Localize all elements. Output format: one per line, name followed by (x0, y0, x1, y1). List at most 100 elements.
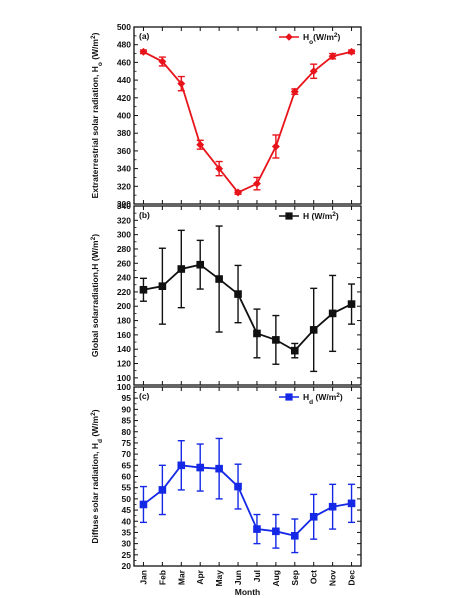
shared-x-axis: Jan Feb Mar Apr May Jun Jul Aug Sep Oct Nov Dec Mont… (138, 569, 356, 597)
data-point (177, 461, 186, 470)
y-tick-label: 45 (122, 505, 132, 515)
y-axis-label-sub: o (97, 62, 104, 66)
data-point (177, 265, 186, 273)
y-axis-label-unit: (W/m (90, 240, 100, 264)
legend-unit-sup: 2 (336, 392, 340, 399)
y-tick-label: 100 (117, 382, 131, 392)
y-tick-label: 460 (117, 57, 131, 67)
y-tick-label: 25 (122, 550, 132, 560)
y-tick-label: 280 (117, 244, 131, 254)
y-tick-label: 80 (122, 427, 132, 437)
x-tick-label: Jul (252, 570, 262, 582)
x-tick-label: Jan (138, 570, 148, 585)
x-tick-label: Aug (271, 570, 281, 587)
data-point (328, 309, 337, 318)
x-tick-label: Sep (290, 570, 300, 586)
data-point (290, 346, 299, 355)
y-tick-label: 65 (122, 460, 132, 470)
data-point (347, 499, 356, 508)
panel-global-radiation: 100 120 140 160 180 200 220 240 260 280 300 320 340 G… (90, 201, 362, 386)
legend-label: H (W/m2) (303, 211, 339, 222)
data-point (196, 260, 205, 269)
y-tick-label: 160 (117, 330, 131, 340)
y-axis-label-unit: (W/m (90, 415, 100, 439)
y-tick-label: 500 (117, 22, 131, 32)
y-axis-label-sup: 2 (90, 236, 97, 240)
y-tick-label: 35 (122, 527, 132, 537)
y-tick-label: 300 (117, 199, 131, 209)
data-point (158, 486, 167, 494)
y-axis-label-close: ) (90, 234, 100, 237)
data-point (158, 282, 167, 290)
y-tick-label: 220 (117, 287, 131, 297)
y-tick-label: 30 (122, 539, 132, 549)
x-tick-label: Oct (309, 570, 319, 584)
y-tick-label: 380 (117, 128, 131, 138)
legend-name: H (303, 392, 309, 402)
data-point (253, 329, 261, 338)
data-point (196, 140, 205, 149)
y-tick-label: 320 (117, 215, 131, 225)
y-tick-label: 100 (117, 373, 131, 383)
data-point (272, 336, 280, 344)
data-point (234, 188, 243, 197)
y-tick-label: 20 (122, 561, 132, 571)
y-axis-label-close: ) (90, 32, 100, 35)
y-tick-label: 340 (117, 201, 131, 211)
y-tick-label: 320 (117, 181, 131, 191)
data-point (234, 482, 242, 491)
data-point (253, 525, 261, 533)
legend-unit-sup: 2 (334, 32, 338, 39)
plot-frame (133, 386, 362, 567)
x-tick-label: Jun (233, 570, 243, 585)
legend-unit-close: ) (338, 32, 341, 42)
panel-label: (b) (139, 210, 150, 220)
y-tick-label: 420 (117, 93, 131, 103)
x-tick-label: Mar (176, 569, 186, 585)
y-axis-label-sup: 2 (90, 412, 97, 416)
y-axis-label-main: Diffuse solar radiation, H (90, 443, 100, 544)
data-point (139, 285, 148, 294)
y-axis-label: Global solarradiation,H (W/m2) (90, 234, 101, 357)
y-tick-label: 400 (117, 111, 131, 121)
x-tick-label: Nov (328, 570, 338, 586)
y-tick-label: 200 (117, 301, 131, 311)
series-line (143, 50, 352, 194)
data-point (309, 512, 318, 521)
data-point (139, 500, 148, 509)
y-tick-label: 120 (117, 359, 131, 369)
y-axis-label: Diffuse solar radiation, Hd (W/m2) (90, 409, 104, 543)
plot-frame (133, 205, 362, 386)
legend-marker (285, 212, 293, 220)
data-point (290, 87, 299, 96)
legend-unit-close: ) (336, 211, 339, 221)
data-point (290, 531, 299, 540)
x-tick-label: May (214, 570, 224, 587)
y-tick-label: 240 (117, 273, 131, 283)
data-point (215, 164, 224, 173)
y-axis-label-main: Extraterrestrial solar radiation, H (90, 66, 100, 198)
y-tick-label: 440 (117, 75, 131, 85)
y-tick-label: 85 (122, 416, 132, 426)
data-point (328, 502, 337, 511)
data-point (177, 79, 186, 88)
x-tick-label: Apr (195, 569, 205, 584)
y-tick-label: 75 (122, 438, 132, 448)
data-point (272, 527, 280, 536)
series-line (143, 263, 352, 352)
legend-label: Hd (W/m2) (303, 392, 343, 406)
data-point (347, 300, 356, 308)
y-tick-label: 300 (117, 230, 131, 240)
y-tick-label: 360 (117, 146, 131, 156)
panel-label: (a) (139, 31, 150, 41)
y-tick-label: 340 (117, 164, 131, 174)
data-point (309, 67, 318, 76)
y-axis-label-sub: d (97, 439, 104, 443)
data-point (252, 179, 261, 188)
x-axis-label: Month (235, 587, 261, 597)
legend-name-sub: d (309, 399, 313, 406)
y-tick-label: 260 (117, 258, 131, 268)
panel-extraterrestrial-radiation: 300 320 340 360 380 400 420 440 460 480 500 Extrate… (90, 22, 362, 209)
legend-marker (285, 33, 293, 41)
